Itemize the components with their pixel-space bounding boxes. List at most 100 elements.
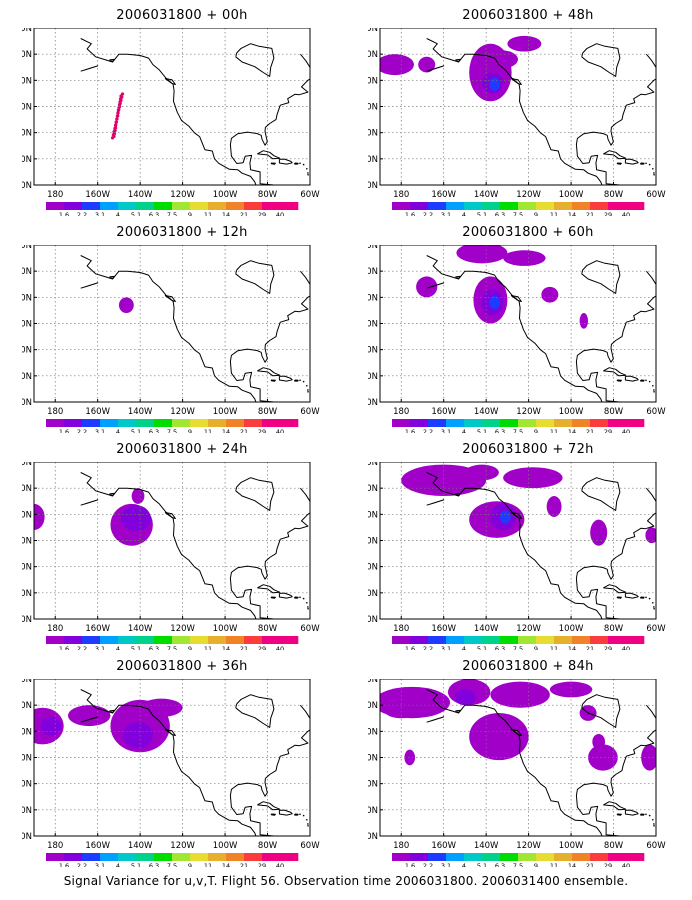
colorbar-label: 14	[222, 211, 230, 216]
island-dot	[299, 596, 301, 599]
island-dot	[307, 607, 309, 610]
aleutian-islands	[80, 282, 99, 289]
island	[510, 295, 522, 302]
variance-contour	[464, 464, 499, 481]
colorbar: 1.6 2.2 3.1 4 5.1 6.3 7.5 9 11 14 21 29 40	[46, 636, 299, 650]
variance-contour	[549, 681, 593, 698]
observation-point	[112, 134, 116, 138]
map-panel-48h: 2006031800 + 48h 70N 60N 50N 40N 30N 20N 10N 18…	[368, 8, 688, 216]
observation-point	[116, 111, 120, 115]
island	[109, 492, 115, 496]
lon-label: 100W	[213, 407, 238, 417]
colorbar-label: 5.1	[477, 211, 487, 216]
island	[278, 158, 293, 165]
island	[270, 162, 276, 165]
colorbar-label: 5.1	[477, 862, 487, 867]
map-84h: 70N 60N 50N 40N 30N 20N 10N 180 160W 140W 120W 100W…	[368, 679, 666, 867]
variance-contour	[384, 702, 419, 719]
colorbar-swatch	[136, 419, 155, 427]
map-12h: 70N 60N 50N 40N 30N 20N 10N 180 160W 140W 120W 100W…	[22, 245, 320, 433]
island-dot	[302, 163, 305, 166]
island-dot	[648, 163, 651, 166]
colorbar-label: 40	[276, 211, 284, 216]
colorbar-label: 7.5	[167, 428, 177, 433]
island	[270, 596, 276, 599]
colorbar-swatch	[118, 202, 137, 210]
lat-label: 30N	[368, 563, 378, 573]
map-area	[380, 28, 656, 185]
colorbar-label: 14	[568, 862, 576, 867]
lat-label: 20N	[22, 806, 32, 816]
colorbar-label: 7.5	[513, 645, 523, 650]
colorbar-label: 4	[116, 211, 120, 216]
lat-label: 60N	[22, 50, 32, 60]
lon-label: 80W	[258, 841, 278, 851]
map-area	[34, 245, 310, 402]
lon-label: 160W	[85, 624, 110, 634]
lon-label: 80W	[258, 190, 278, 200]
lat-label: 10N	[22, 398, 32, 408]
island-dot	[652, 601, 654, 604]
colorbar-label: 2.2	[423, 862, 433, 867]
lon-label: 140W	[128, 190, 153, 200]
island-dot	[648, 380, 651, 383]
map-background	[34, 462, 310, 619]
colorbar-label: 14	[568, 211, 576, 216]
observation-point	[115, 114, 119, 118]
colorbar-swatch	[118, 419, 137, 427]
colorbar-label: 14	[568, 428, 576, 433]
lat-label: 10N	[22, 832, 32, 842]
colorbar-label: 29	[258, 862, 266, 867]
island-dot	[299, 379, 301, 382]
colorbar-swatch	[554, 419, 573, 427]
colorbar-swatch	[244, 419, 263, 427]
panel-title: 2006031800 + 24h	[116, 442, 248, 457]
colorbar-swatch	[536, 419, 555, 427]
lon-label: 160W	[85, 407, 110, 417]
variance-contour	[499, 510, 511, 524]
colorbar-swatch	[172, 853, 191, 861]
colorbar-label: 7.5	[167, 211, 177, 216]
aleutian-islands	[80, 716, 99, 723]
lon-label: 140W	[128, 841, 153, 851]
island-dot	[648, 597, 651, 600]
lat-label: 70N	[22, 245, 32, 251]
variance-contour	[590, 519, 608, 546]
island	[510, 729, 522, 736]
lat-label: 40N	[368, 103, 378, 113]
lat-label: 50N	[368, 510, 378, 520]
colorbar-label: 4	[462, 211, 466, 216]
island	[624, 592, 639, 599]
colorbar-label: 5.1	[131, 428, 141, 433]
island	[455, 58, 461, 62]
lat-label: 60N	[368, 484, 378, 494]
lat-label: 60N	[22, 484, 32, 494]
coastline-east	[575, 704, 656, 836]
hudson-bay	[581, 43, 621, 77]
aleutian-islands	[426, 716, 445, 723]
colorbar-label: 1.6	[59, 428, 69, 433]
colorbar-label: 6.3	[495, 645, 505, 650]
map-area	[380, 245, 656, 402]
aleutian-islands	[80, 499, 99, 506]
variance-contour	[541, 286, 559, 303]
lat-label: 40N	[368, 537, 378, 547]
colorbar-swatch	[626, 853, 645, 861]
colorbar-label: 5.1	[131, 211, 141, 216]
colorbar-label: 7.5	[513, 211, 523, 216]
colorbar-swatch	[208, 636, 227, 644]
coastline-east	[575, 53, 656, 185]
island	[455, 275, 461, 279]
colorbar-label: 40	[276, 428, 284, 433]
variance-contour	[456, 245, 508, 264]
observation-point	[117, 103, 122, 107]
colorbar-label: 29	[604, 428, 612, 433]
colorbar: 1.6 2.2 3.1 4 5.1 6.3 7.5 9 11 14 21 29 40	[392, 853, 645, 867]
colorbar-swatch	[446, 636, 465, 644]
colorbar-swatch	[190, 419, 209, 427]
colorbar-label: 14	[222, 645, 230, 650]
island	[455, 492, 461, 496]
lat-label: 30N	[22, 346, 32, 356]
variance-contour	[503, 467, 563, 489]
lon-label: 100W	[213, 624, 238, 634]
